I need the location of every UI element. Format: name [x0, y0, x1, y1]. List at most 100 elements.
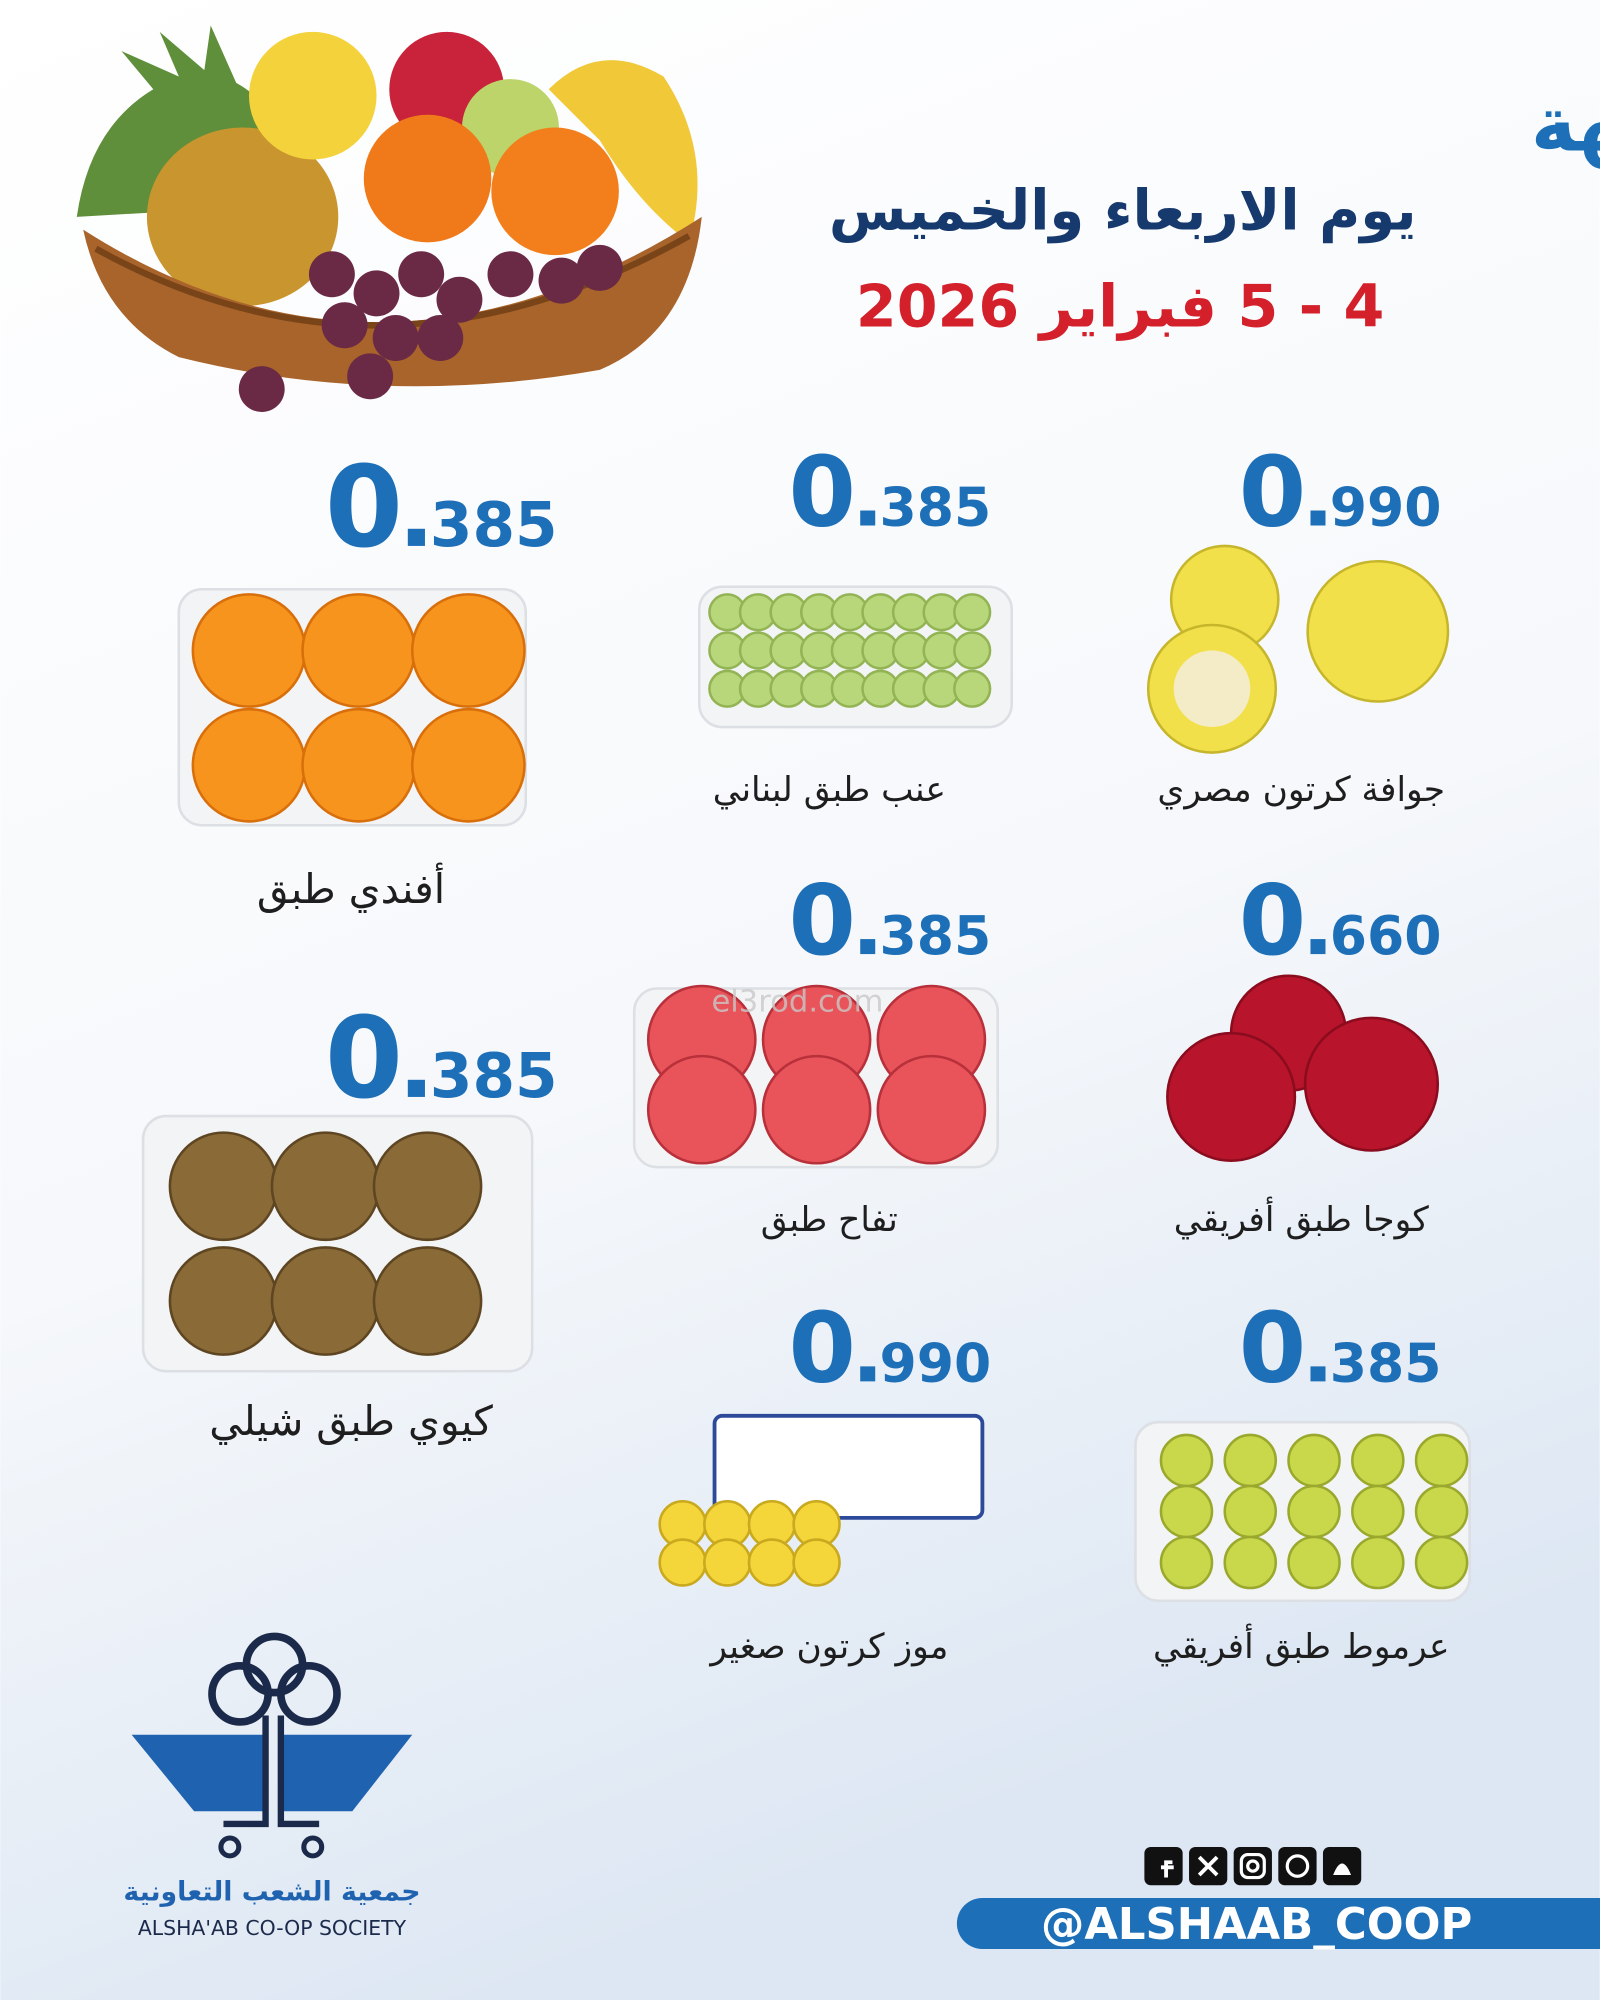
product-name: كيوي طبق شيلي — [209, 1397, 493, 1445]
product-image — [1134, 1420, 1471, 1603]
price-whole: 0 — [325, 994, 403, 1124]
price-fraction: 385 — [880, 904, 992, 967]
logo — [131, 1632, 413, 1859]
fruit — [747, 1538, 797, 1587]
box — [712, 1413, 985, 1520]
title: أسعار الخضار والفاكهة — [1531, 75, 1600, 170]
price-whole: 0 — [325, 443, 403, 573]
product-image — [141, 1114, 534, 1373]
price-dot — [1310, 939, 1326, 955]
fruit — [792, 1538, 841, 1587]
fruit — [1287, 1535, 1341, 1590]
price-fraction: 385 — [430, 490, 558, 561]
product-image — [658, 1413, 985, 1587]
price-fraction: 385 — [1330, 1331, 1442, 1394]
product-card: 990 0 موز كرتون صغير — [658, 1291, 992, 1667]
price-whole: 0 — [788, 436, 855, 549]
fruit — [953, 669, 992, 708]
price-fraction: 660 — [1330, 904, 1442, 967]
product-name: تفاح طبق — [761, 1200, 898, 1240]
price-fraction: 990 — [880, 1331, 992, 1394]
fruit — [191, 593, 307, 708]
price-dot — [407, 528, 425, 546]
price-dot — [1310, 1366, 1326, 1382]
product-card: 990 0 جوافة كرتون مصري — [1146, 436, 1450, 810]
fruit — [1414, 1484, 1469, 1539]
price-fraction: 990 — [1330, 476, 1442, 539]
fruit — [1351, 1484, 1405, 1539]
fruit — [1166, 1031, 1297, 1162]
logo-arabic: جمعية الشعب التعاونية — [123, 1877, 420, 1908]
product-image — [1146, 544, 1450, 754]
fruit — [761, 1054, 872, 1165]
fruit — [1287, 1433, 1341, 1488]
price-dot — [860, 510, 876, 526]
fruit — [270, 1246, 381, 1356]
product-card: 385 0 كيوي طبق شيلي — [141, 994, 558, 1445]
product-card: 660 0 كوجا طبق أفريقي — [1166, 864, 1442, 1240]
price-fraction: 385 — [880, 476, 992, 539]
price-fraction: 385 — [430, 1041, 558, 1112]
fruit — [168, 1246, 279, 1356]
price-dot — [860, 939, 876, 955]
price-dot — [1310, 510, 1326, 526]
product-name: أفندي طبق — [257, 862, 445, 913]
product-name: عرموط طبق أفريقي — [1153, 1623, 1450, 1667]
fruit — [1414, 1433, 1469, 1488]
product-image — [632, 984, 999, 1169]
subtitle: يوم الاربعاء والخميس — [829, 179, 1417, 244]
fruit — [876, 1054, 987, 1165]
price-whole: 0 — [1239, 436, 1306, 549]
watermark: el3rod.com — [711, 984, 883, 1019]
fruit — [1306, 559, 1450, 703]
social-icons — [1144, 1846, 1362, 1886]
fruit — [372, 1131, 483, 1242]
price-whole: 0 — [1239, 864, 1306, 977]
handle: @ALSHAAB_COOP — [1041, 1900, 1472, 1950]
fruit — [658, 1538, 707, 1587]
product-image — [697, 585, 1014, 729]
fruit — [1223, 1535, 1278, 1590]
fruit — [953, 631, 992, 670]
price-whole: 0 — [788, 864, 855, 977]
price-dot — [407, 1079, 425, 1097]
fruit-cut — [1173, 650, 1251, 728]
product-image — [1166, 974, 1440, 1162]
fruit — [191, 707, 307, 823]
fruit — [646, 1054, 757, 1165]
fruit — [301, 593, 417, 708]
product-card: 385 0 تفاح طبق — [632, 864, 999, 1240]
fruit — [1159, 1433, 1214, 1488]
product-card: 385 0 أفندي طبق — [177, 443, 558, 913]
price-dot — [860, 1366, 876, 1382]
fruit — [1223, 1484, 1278, 1539]
fruit — [1351, 1433, 1405, 1488]
fruit — [1159, 1535, 1214, 1590]
fruit — [372, 1246, 483, 1356]
price-whole: 0 — [788, 1291, 855, 1404]
fruit — [1414, 1535, 1469, 1590]
product-name: جوافة كرتون مصري — [1157, 770, 1445, 810]
fruit — [953, 593, 992, 632]
fruit — [410, 593, 526, 708]
fruit — [168, 1131, 279, 1242]
product-card: 385 0 عنب طبق لبناني — [697, 436, 1014, 810]
product-card: 385 0 عرموط طبق أفريقي — [1134, 1291, 1471, 1667]
fruit — [1159, 1484, 1214, 1539]
fruit-basket — [76, 25, 702, 412]
logo-english: ALSHA'AB CO-OP SOCIETY — [138, 1916, 407, 1940]
fruit — [410, 707, 526, 823]
fruit — [1303, 1016, 1440, 1152]
handle-bar — [956, 1897, 1600, 1949]
fruit — [270, 1131, 381, 1242]
fruit — [301, 707, 417, 823]
fruit — [1287, 1484, 1341, 1539]
product-name: موز كرتون صغير — [708, 1627, 948, 1667]
product-name: كوجا طبق أفريقي — [1174, 1196, 1430, 1240]
product-name: عنب طبق لبناني — [713, 770, 946, 810]
date: 4 - 5 فبراير 2026 — [856, 273, 1384, 342]
fruit — [703, 1538, 752, 1587]
